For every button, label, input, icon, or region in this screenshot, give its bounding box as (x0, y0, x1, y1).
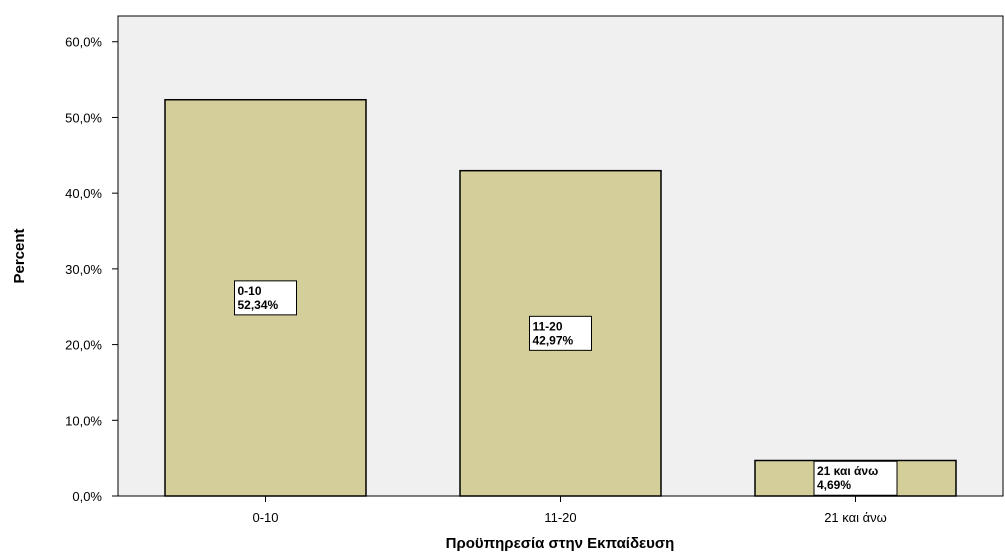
y-tick-label: 40,0% (65, 186, 102, 201)
y-tick-label: 60,0% (65, 35, 102, 50)
x-axis-title: Προϋπηρεσία στην Εκπαίδευση (446, 535, 675, 552)
data-label-box (813, 460, 898, 496)
x-tick-label: 0-10 (252, 510, 278, 525)
y-axis-title: Percent (11, 228, 28, 283)
data-label-box (529, 315, 592, 351)
x-tick-label: 11-20 (544, 510, 576, 525)
data-label-category: 21 και άνω (817, 464, 878, 478)
y-tick-label: 10,0% (65, 413, 102, 428)
y-tick-label: 30,0% (65, 262, 102, 277)
y-tick-label: 50,0% (65, 110, 102, 125)
y-tick-label: 0,0% (72, 489, 102, 504)
data-label-category: 0-10 (238, 284, 262, 298)
x-tick-label: 21 και άνω (824, 510, 887, 525)
data-label-value: 4,69% (817, 478, 851, 492)
y-axis: 0,0% 10,0% 20,0% 30,0% 40,0% 50,0% 60,0% (65, 35, 118, 504)
data-label-value: 42,97% (533, 333, 574, 347)
data-label-value: 52,34% (238, 298, 279, 312)
x-axis: 0-10 11-20 21 και άνω (252, 496, 887, 525)
data-label-category: 11-20 (533, 319, 563, 333)
y-tick-label: 20,0% (65, 338, 102, 353)
data-label-box (234, 280, 297, 316)
